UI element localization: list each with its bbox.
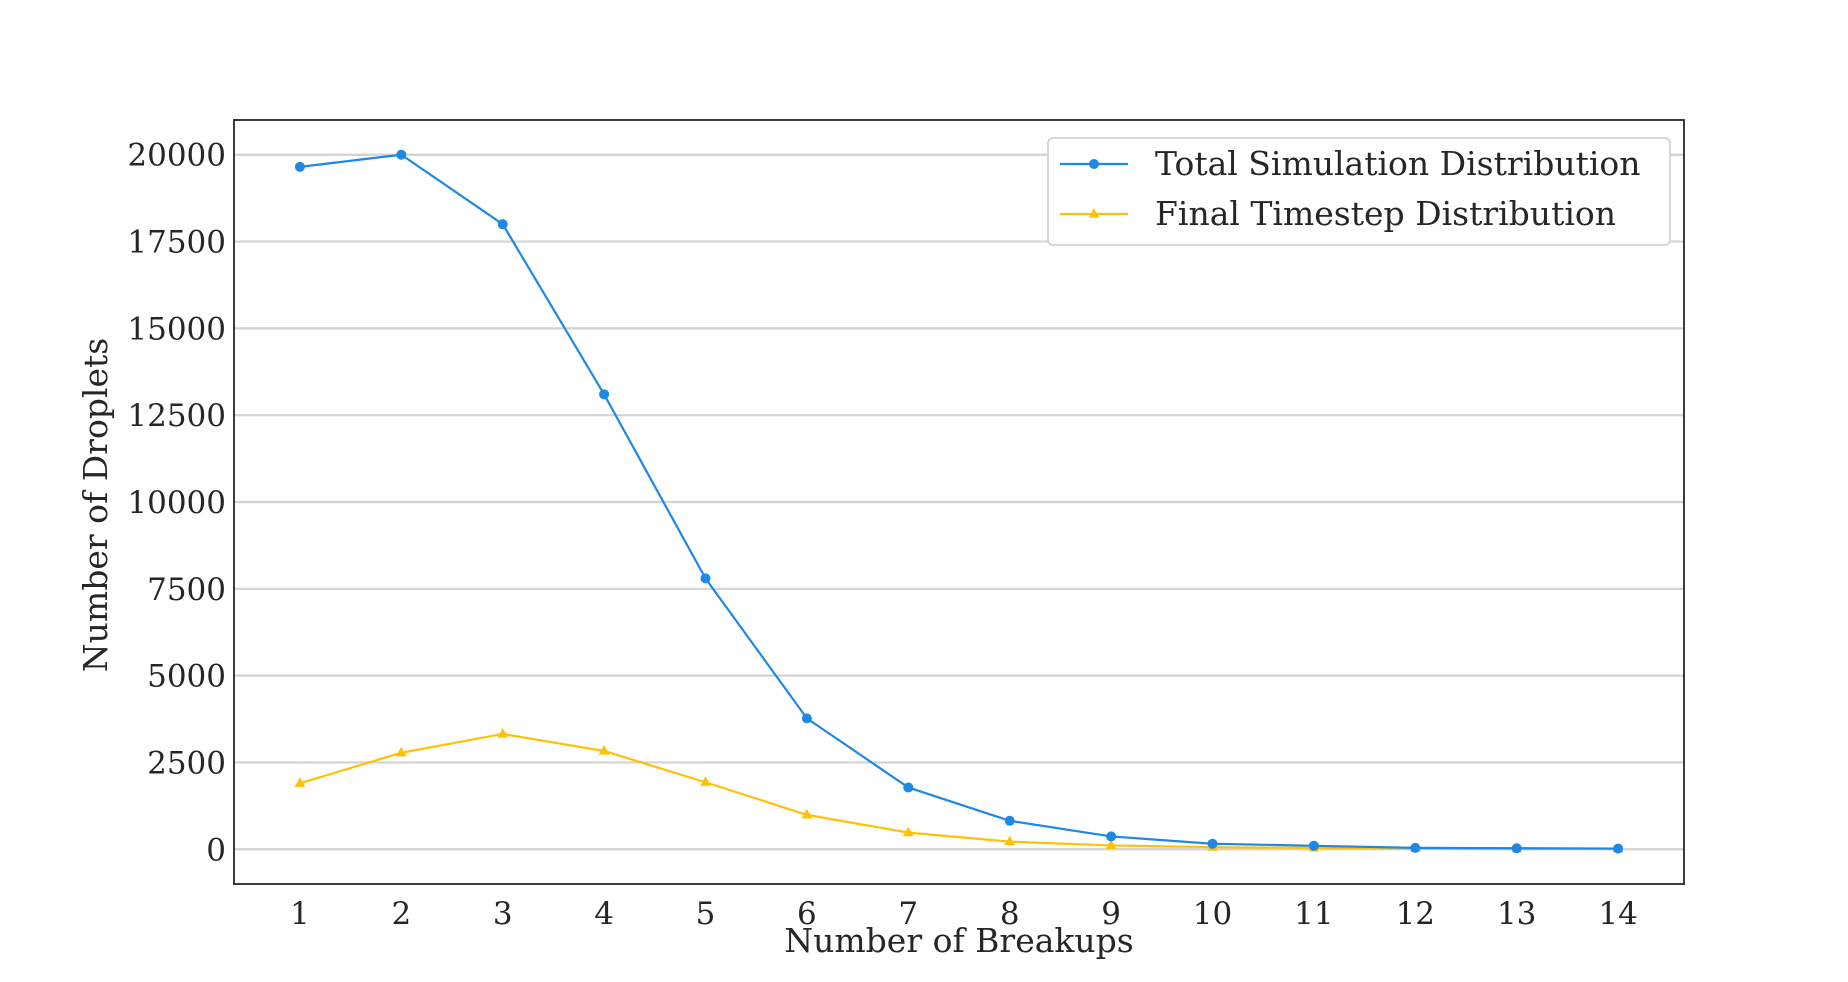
y-tick-label: 10000: [127, 485, 226, 521]
y-axis-label: Number of Droplets: [76, 338, 115, 672]
data-point: [700, 776, 711, 786]
data-point: [395, 746, 407, 757]
x-tick-label: 10: [1193, 896, 1232, 932]
data-point: [1207, 838, 1218, 849]
data-point: [599, 389, 610, 400]
series-group: [294, 727, 1624, 853]
x-tick-label: 2: [391, 896, 411, 932]
data-point: [1410, 842, 1421, 853]
x-tick-label: 12: [1396, 896, 1435, 932]
data-point: [396, 149, 407, 160]
x-tick-label: 4: [594, 896, 614, 932]
data-point: [497, 219, 508, 230]
data-point: [1105, 839, 1117, 850]
data-point: [1308, 840, 1319, 851]
data-point: [902, 826, 914, 837]
x-tick-label: 1: [290, 896, 310, 932]
y-tick-label: 20000: [127, 138, 226, 174]
data-point: [1106, 831, 1117, 842]
series-line: [299, 153, 1619, 850]
data-point: [598, 744, 610, 755]
data-point: [497, 727, 509, 738]
data-point: [700, 573, 711, 584]
series-group: [294, 149, 1624, 854]
series-layer: [294, 149, 1624, 854]
data-point: [294, 777, 306, 787]
x-tick-label: 5: [696, 896, 716, 932]
legend-label: Final Timestep Distribution: [1155, 194, 1616, 233]
x-tick-label: 9: [1101, 896, 1121, 932]
data-point: [903, 782, 914, 793]
legend-label: Total Simulation Distribution: [1155, 144, 1641, 183]
x-tick-label: 3: [493, 896, 513, 932]
x-tick-label: 8: [1000, 896, 1020, 932]
y-tick-label: 15000: [127, 311, 226, 347]
plot-frame: [233, 119, 1685, 885]
data-point: [801, 713, 812, 724]
data-point: [1004, 815, 1015, 826]
y-tick-label: 7500: [147, 572, 226, 608]
data-point: [1004, 835, 1016, 846]
y-tick-label: 12500: [127, 398, 226, 434]
x-axis-label: Number of Breakups: [784, 921, 1133, 960]
data-point: [1613, 843, 1624, 854]
x-tick-label: 13: [1497, 896, 1536, 932]
legend-marker: [1089, 159, 1099, 169]
legend-marker: [1088, 208, 1100, 218]
x-tick-label: 7: [898, 896, 918, 932]
x-axis-ticks: 1 2 3 4 5 6 7 8 9 10 11 12 13 14: [290, 896, 1638, 932]
data-point: [294, 161, 305, 172]
x-tick-label: 14: [1598, 896, 1637, 932]
y-axis-ticks: 0 2500 5000 7500 10000 12500 15000 17500 20000: [127, 138, 226, 869]
legend: Total Simulation Distribution Final Times…: [1047, 137, 1671, 246]
legend-box: [1047, 137, 1671, 246]
series-line: [299, 732, 1619, 851]
y-tick-label: 17500: [127, 225, 226, 261]
y-tick-label: 0: [206, 832, 226, 868]
y-tick-label: 2500: [147, 745, 226, 781]
y-tick-label: 5000: [147, 659, 226, 695]
data-point: [801, 808, 813, 819]
grid-lines: [234, 153, 1684, 851]
x-tick-label: 6: [797, 896, 817, 932]
x-tick-label: 11: [1294, 896, 1333, 932]
data-point: [1511, 843, 1522, 854]
